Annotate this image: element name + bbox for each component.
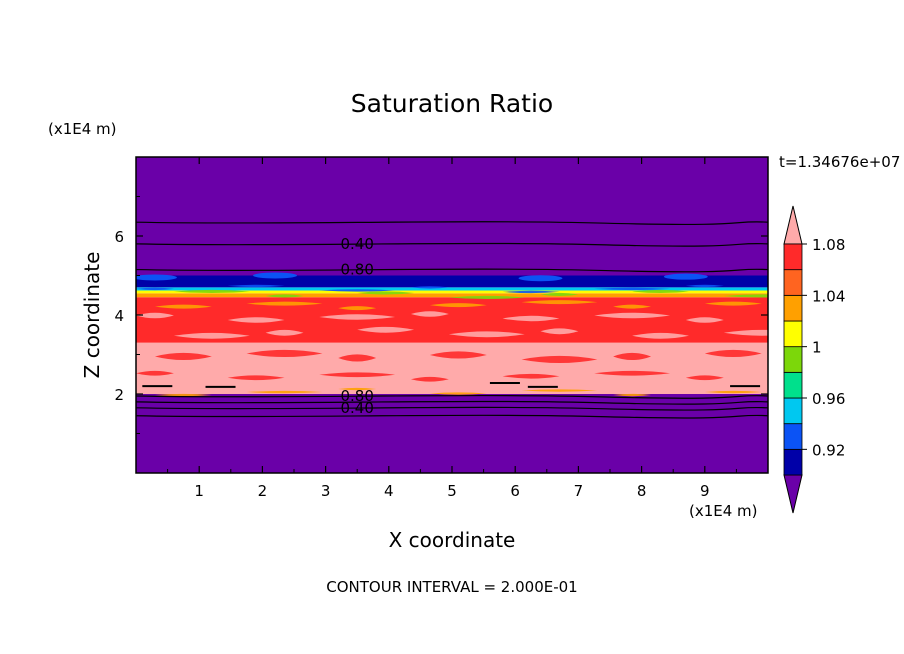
colorbar: 1.08 1.04 1 0.96 0.92 <box>783 205 845 514</box>
colorbar-tick-label: 1 <box>812 339 822 357</box>
colorbar-arrow-top <box>783 205 803 245</box>
chart-title: Saturation Ratio <box>351 89 553 118</box>
colorbar-bin-1 <box>783 423 803 450</box>
x-tick-label: 2 <box>258 482 268 500</box>
contour-fill-bands <box>136 157 768 473</box>
contour-line-1 <box>136 406 768 411</box>
contour-line-5 <box>136 242 768 247</box>
colorbar-bin-5 <box>783 320 803 348</box>
fill-detail-3 <box>136 311 724 323</box>
fill-detail-1 <box>154 349 762 364</box>
colorbar-tick-label: 1.04 <box>812 287 845 305</box>
contour-labels: 0.400.800.800.40 <box>340 235 373 417</box>
x-tick-label: 1 <box>194 482 204 500</box>
fill-blotch-3 <box>663 273 708 280</box>
fill-band-0 <box>136 394 768 473</box>
y-unit-label: (x1E4 m) <box>48 120 117 138</box>
x-tick-label: 7 <box>574 482 584 500</box>
fill-band-4 <box>136 290 768 294</box>
colorbar-tick-label: 0.96 <box>812 390 845 408</box>
contour-line-0 <box>136 414 768 419</box>
fill-detail-6 <box>136 284 724 294</box>
fill-band-6 <box>136 275 768 288</box>
colorbar-arrow-bottom <box>783 474 803 514</box>
fill-detail-0 <box>136 370 724 382</box>
y-tick-label: 2 <box>114 386 124 404</box>
contour-plot-area <box>136 157 768 473</box>
fill-detail-2 <box>173 326 768 339</box>
y-tick-label: 6 <box>114 228 124 246</box>
colorbar-bin-6 <box>783 294 803 322</box>
colorbar-tick-label: 0.92 <box>812 441 845 459</box>
contour-line-4 <box>136 268 768 273</box>
fill-band-1 <box>136 342 768 394</box>
contour-label-1: 0.80 <box>340 261 373 279</box>
y-tick-label: 4 <box>114 307 124 325</box>
contour-label-0: 0.40 <box>340 235 373 253</box>
x-axis-label: X coordinate <box>389 528 516 552</box>
fill-detail-7 <box>154 387 762 397</box>
x-axis-ticks: 1 2 3 4 5 6 7 8 9 <box>167 157 737 500</box>
fill-blotch-2 <box>518 275 563 282</box>
x-tick-label: 5 <box>447 482 457 500</box>
contour-line-3 <box>136 394 768 399</box>
fill-blotch-0 <box>136 274 177 281</box>
colorbar-bin-0 <box>783 448 803 476</box>
colorbar-bin-4 <box>783 346 803 373</box>
contour-label-3: 0.40 <box>340 399 373 417</box>
x-tick-label: 4 <box>384 482 394 500</box>
y-axis-ticks: 2 4 6 <box>114 196 768 434</box>
fill-detail-4 <box>154 300 762 311</box>
y-axis-label: Z coordinate <box>80 252 104 379</box>
colorbar-bin-8 <box>783 243 803 271</box>
time-label: t=1.34676e+07 <box>779 153 900 171</box>
contour-fill-detail <box>136 272 768 397</box>
fill-band-7 <box>136 157 768 276</box>
contour-interval-note: CONTOUR INTERVAL = 2.000E-01 <box>326 578 577 596</box>
x-tick-label: 9 <box>700 482 710 500</box>
x-tick-label: 8 <box>637 482 647 500</box>
x-tick-label: 3 <box>321 482 331 500</box>
fill-detail-5 <box>173 289 768 300</box>
fill-blotch-1 <box>253 272 298 279</box>
x-tick-label: 6 <box>510 482 520 500</box>
fill-band-5 <box>136 287 768 291</box>
fill-band-3 <box>136 293 768 298</box>
contour-lines <box>136 221 768 419</box>
colorbar-bin-3 <box>783 371 803 399</box>
colorbar-bin-2 <box>783 397 803 425</box>
colorbar-bin-7 <box>783 269 803 296</box>
contour-line-2 <box>136 400 768 405</box>
contour-line-6 <box>136 221 768 226</box>
colorbar-tick-label: 1.08 <box>812 236 845 254</box>
x-unit-label: (x1E4 m) <box>689 502 758 520</box>
contour-label-2: 0.80 <box>340 387 373 405</box>
